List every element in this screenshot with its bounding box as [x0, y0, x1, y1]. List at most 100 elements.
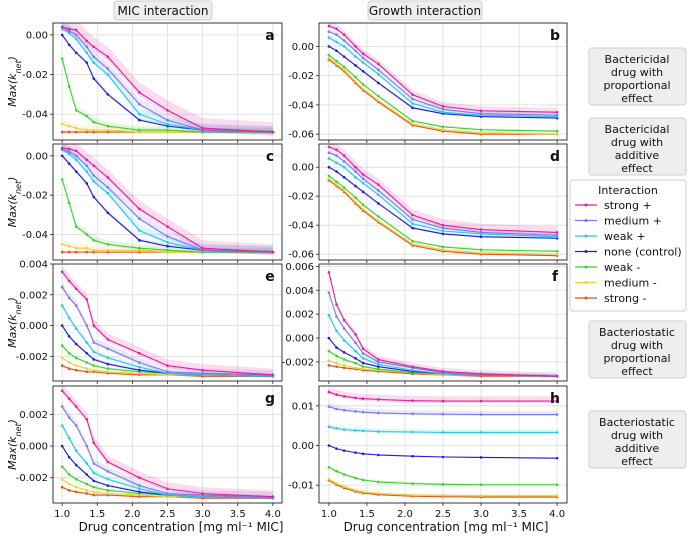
data-point: [327, 359, 331, 363]
panel-label: f: [552, 269, 559, 285]
data-point: [106, 211, 110, 215]
data-point: [479, 235, 483, 239]
data-point: [74, 225, 78, 228]
data-point: [85, 246, 89, 250]
confidence-band: [62, 23, 273, 137]
legend-marker: [584, 219, 588, 222]
series-line: [61, 390, 273, 498]
data-point: [271, 250, 275, 254]
data-point: [411, 454, 414, 458]
series-strong-plus: [327, 268, 559, 378]
confidence-band: [328, 465, 558, 486]
data-point: [354, 75, 357, 79]
data-point: [335, 170, 338, 173]
data-point: [271, 373, 275, 377]
data-point: [138, 368, 141, 372]
series-strong-plus: [327, 144, 559, 235]
legend-label: medium +: [604, 215, 662, 228]
data-point: [479, 372, 483, 376]
data-point: [60, 25, 64, 29]
data-point: [92, 55, 96, 59]
y-tick-label: 0.00: [26, 151, 48, 162]
data-point: [92, 462, 96, 465]
data-point: [555, 110, 559, 114]
series-strong-plus: [60, 265, 275, 378]
legend-entry-weak-minus: weak -: [575, 261, 640, 274]
data-point: [361, 173, 365, 176]
data-point: [354, 341, 357, 345]
data-point: [67, 367, 71, 370]
data-point: [92, 248, 96, 252]
data-point: [138, 248, 141, 252]
data-point: [166, 370, 169, 374]
series-strong-plus: [60, 144, 275, 256]
data-point: [74, 28, 78, 32]
data-point: [85, 492, 89, 495]
x-tick-label: 2.5: [160, 509, 176, 520]
series-strong-plus: [60, 386, 275, 500]
data-point: [138, 103, 141, 106]
panel-label: h: [550, 391, 560, 407]
series-weak-minus: [327, 174, 559, 253]
data-point: [85, 182, 89, 185]
series-line: [328, 179, 558, 257]
data-point: [342, 449, 346, 452]
data-point: [377, 94, 380, 98]
data-point: [335, 49, 338, 53]
data-point: [377, 99, 380, 102]
data-point: [85, 170, 89, 173]
data-point: [327, 24, 331, 28]
series-line: [61, 179, 273, 253]
data-point: [354, 489, 357, 492]
data-point: [166, 118, 169, 122]
data-point: [335, 447, 338, 450]
data-point: [479, 431, 483, 434]
data-point: [166, 225, 169, 228]
data-point: [555, 252, 559, 256]
x-tick-label: 3.0: [473, 509, 489, 520]
data-point: [361, 203, 365, 207]
data-point: [354, 176, 357, 179]
data-point: [201, 246, 204, 250]
data-point: [85, 462, 89, 465]
legend-label: none (control): [604, 246, 682, 259]
data-point: [92, 350, 96, 354]
data-point: [166, 124, 169, 128]
data-point: [106, 460, 110, 464]
confidence-band: [62, 422, 273, 500]
data-point: [166, 235, 169, 238]
series-line: [61, 26, 273, 133]
data-point: [555, 234, 559, 237]
plot-area-e: [60, 265, 275, 378]
data-point: [85, 341, 89, 344]
legend-marker: [584, 281, 588, 284]
series-medium-minus: [327, 177, 559, 256]
legend-label: medium -: [604, 277, 657, 290]
data-point: [441, 483, 445, 486]
data-point: [85, 233, 89, 236]
x-tick-label: 3.0: [195, 509, 211, 520]
data-point: [92, 180, 96, 183]
data-point: [85, 482, 89, 486]
data-point: [361, 56, 365, 60]
data-point: [354, 170, 357, 173]
data-point: [60, 477, 64, 481]
data-point: [335, 427, 338, 430]
data-point: [441, 412, 445, 416]
data-point: [342, 39, 346, 42]
data-point: [106, 67, 110, 70]
data-point: [106, 250, 110, 254]
data-point: [479, 399, 483, 403]
series-medium-plus: [327, 403, 559, 416]
data-point: [60, 405, 64, 408]
data-point: [361, 397, 365, 400]
series-medium-plus: [327, 290, 559, 378]
data-point: [327, 390, 331, 394]
column-title-mic: MIC interaction: [113, 0, 213, 21]
data-point: [74, 130, 78, 134]
data-point: [377, 358, 380, 361]
panel-g: 0.002 0.000 -0.002 1.0 1.5 2.0 2.5 3.0 3.5 4.0 g Ma…: [6, 385, 283, 520]
legend-entry-medium-plus: medium +: [575, 215, 662, 228]
data-point: [411, 213, 414, 217]
data-point: [441, 226, 445, 230]
